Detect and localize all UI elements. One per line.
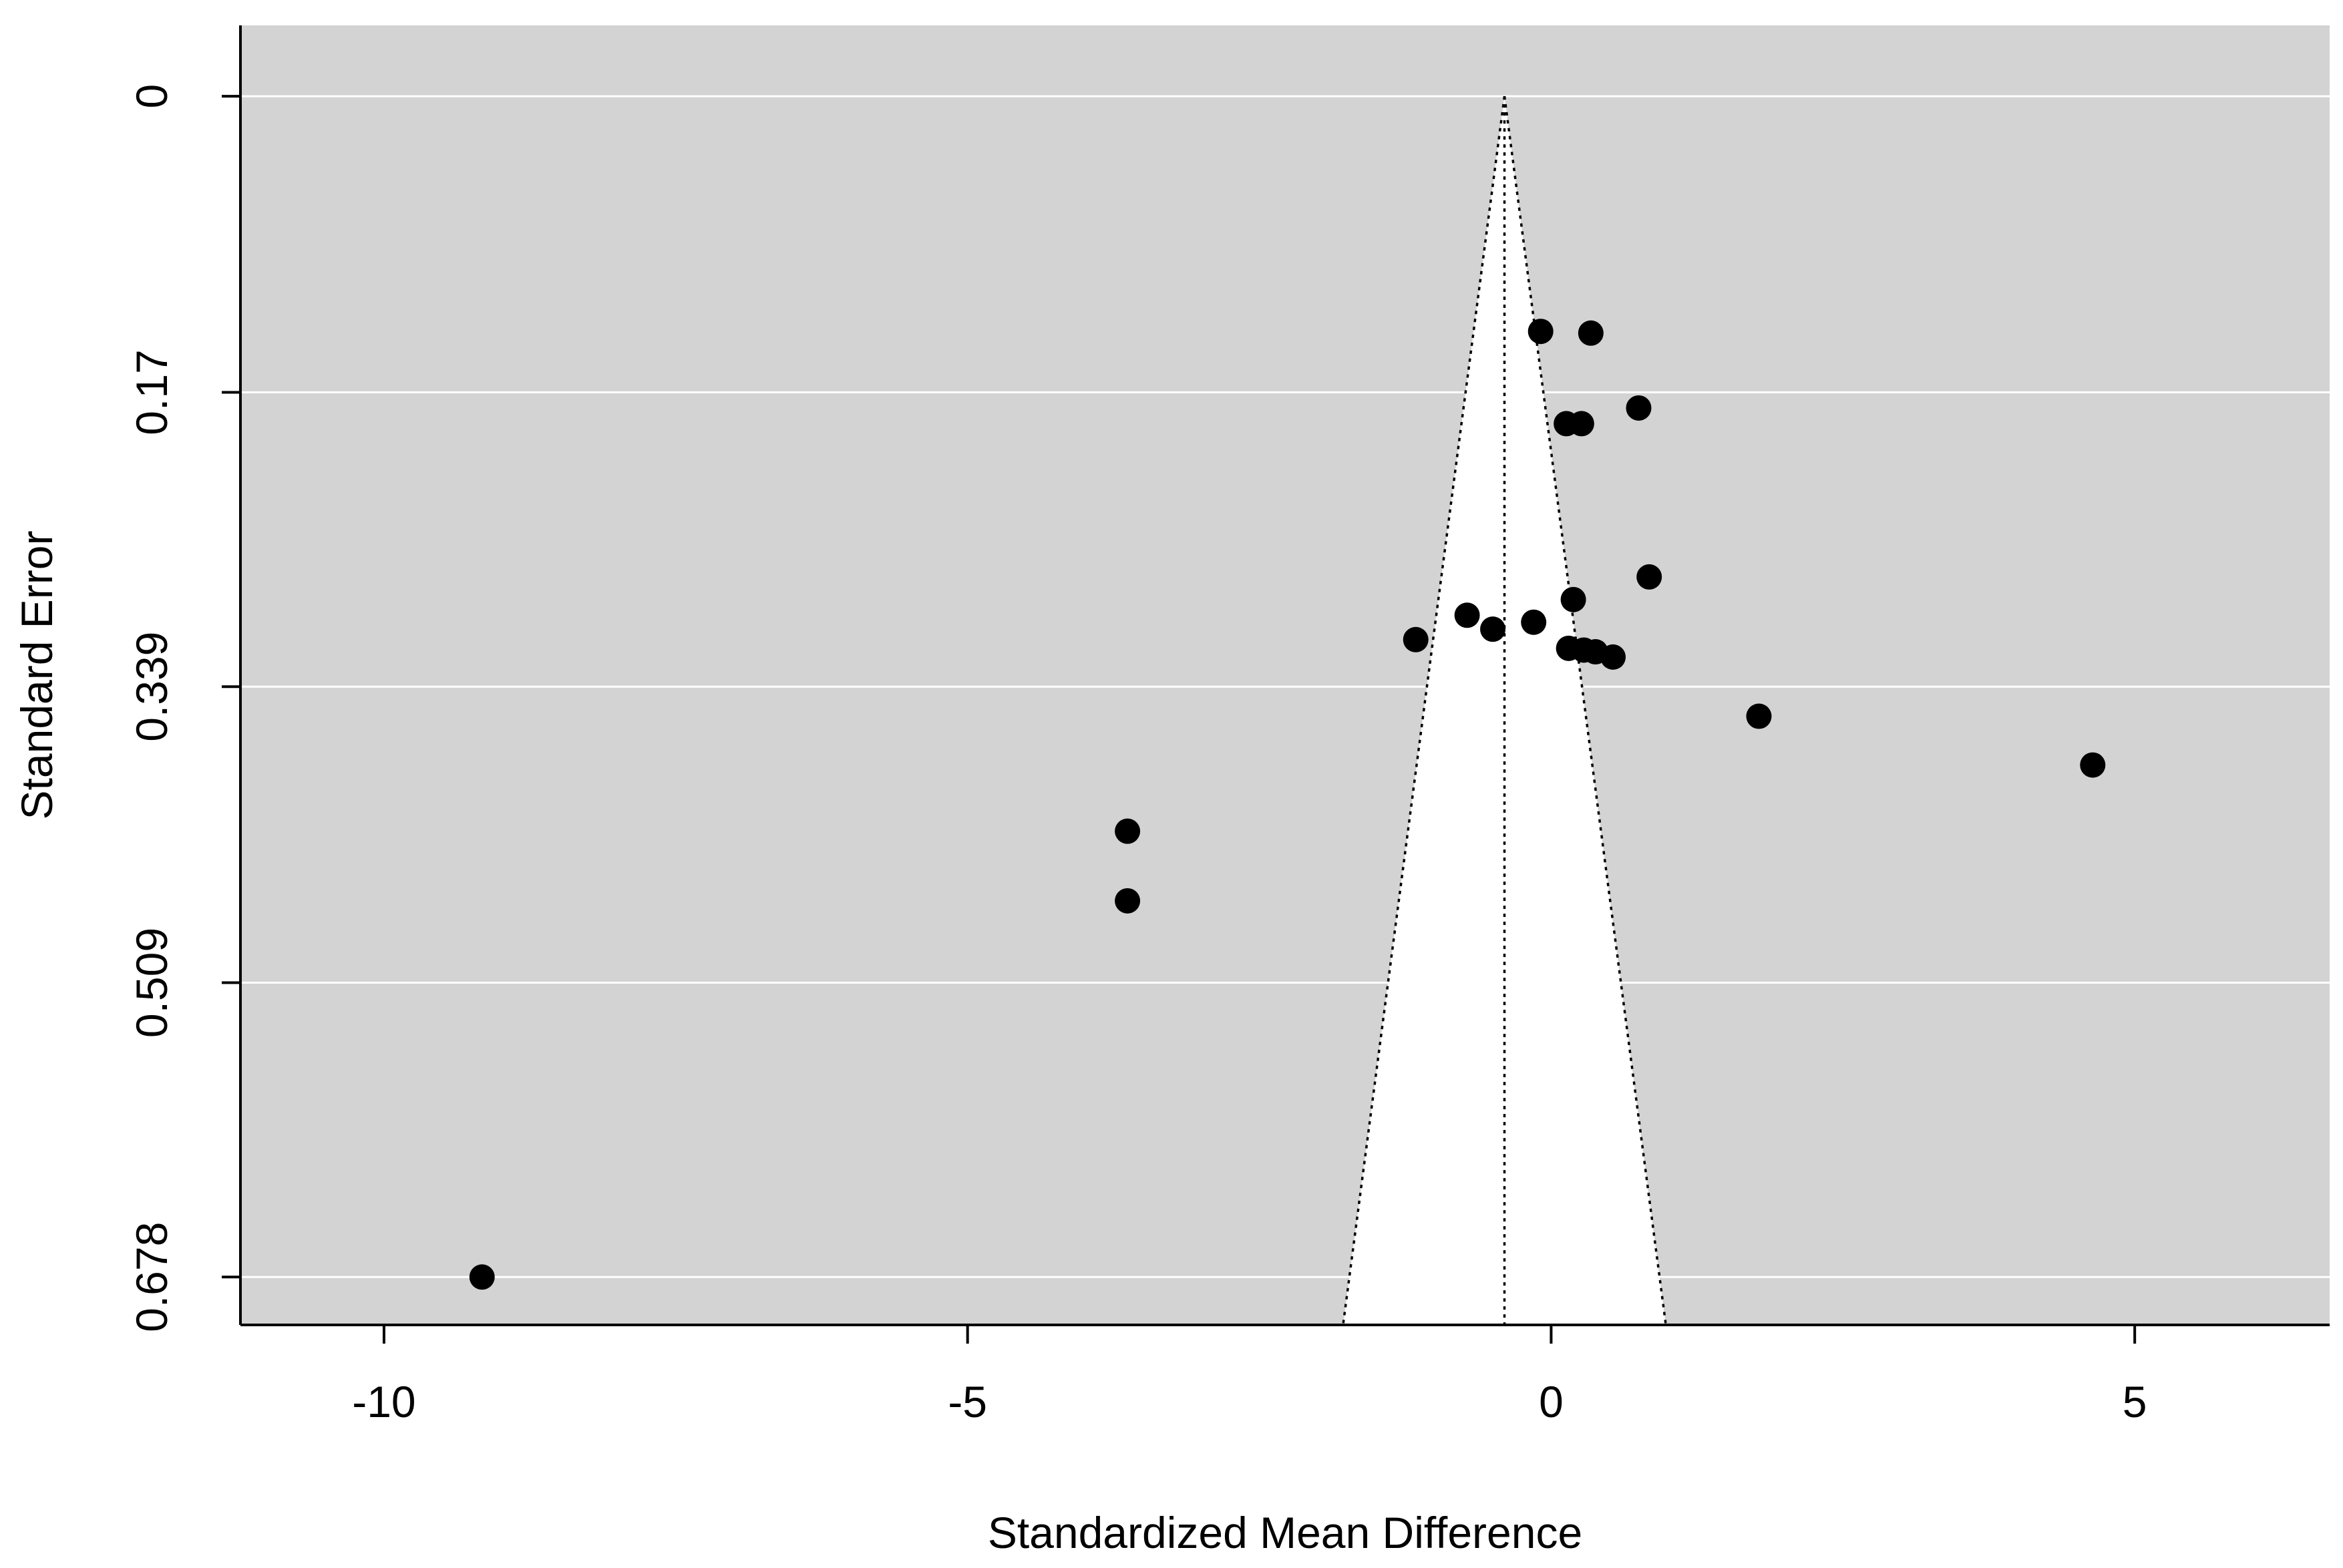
plot-panel (240, 25, 2330, 1325)
data-point (1115, 888, 1141, 914)
data-points (469, 319, 2106, 1290)
funnel-region (1342, 96, 1666, 1325)
data-point (1600, 644, 1626, 670)
data-point (1115, 818, 1141, 844)
x-tick-label: 0 (1539, 1377, 1564, 1426)
data-point (1527, 319, 1554, 345)
funnel-right-line (1503, 95, 1667, 1326)
y-tick-label: 0.339 (127, 632, 176, 742)
data-point (1480, 616, 1506, 642)
data-point (1403, 626, 1429, 652)
x-tick-label: 5 (2123, 1377, 2147, 1426)
y-tick-label: 0.17 (127, 349, 176, 435)
axes (239, 25, 2330, 1326)
funnel-left-line (1342, 95, 1506, 1326)
x-tick-label: -5 (948, 1377, 987, 1426)
data-point (469, 1264, 495, 1290)
data-point (1578, 320, 1604, 346)
funnel-lines (1342, 95, 1667, 1326)
y-tick-label: 0.509 (127, 928, 176, 1038)
x-axis-label: Standardized Mean Difference (988, 1508, 1582, 1557)
data-point (1636, 564, 1662, 590)
y-axis-ticks: 0 0.17 0.339 0.509 0.678 (127, 84, 240, 1332)
data-point (1454, 602, 1480, 628)
x-tick-label: -10 (352, 1377, 415, 1426)
y-tick-label: 0 (127, 84, 176, 109)
y-axis-label: Standard Error (12, 531, 61, 820)
x-axis-ticks: -10 -5 0 5 (352, 1325, 2147, 1426)
gridlines (240, 95, 2330, 1278)
data-point (1568, 411, 1594, 437)
data-point (1521, 609, 1547, 635)
data-point (1746, 703, 1772, 729)
data-point (2080, 752, 2106, 778)
data-point (1560, 586, 1586, 612)
data-point (1626, 395, 1652, 421)
y-tick-label: 0.678 (127, 1222, 176, 1332)
